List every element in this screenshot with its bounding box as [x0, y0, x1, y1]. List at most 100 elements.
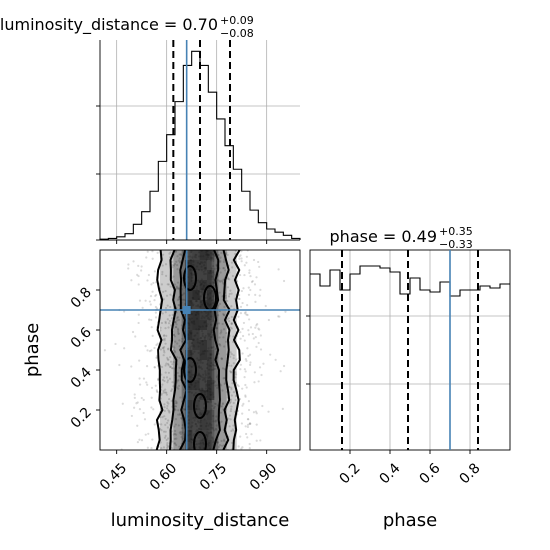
scatter-point: [197, 366, 200, 369]
scatter-point: [142, 411, 145, 415]
scatter-point: [161, 378, 165, 382]
scatter-point: [250, 280, 254, 284]
scatter-point: [230, 441, 234, 445]
scatter-point: [208, 447, 212, 450]
scatter-point: [251, 332, 254, 336]
scatter-point: [210, 315, 213, 318]
scatter-point: [209, 282, 212, 285]
contour-island: [183, 265, 197, 291]
scatter-point: [212, 271, 215, 274]
scatter-point: [262, 362, 265, 365]
density-block: [185, 330, 193, 340]
scatter-point: [160, 365, 164, 369]
scatter-point: [255, 324, 258, 327]
density-block: [185, 440, 193, 450]
scatter-point: [197, 427, 201, 430]
scatter-point: [162, 430, 166, 433]
scatter-point: [247, 400, 250, 403]
scatter-point: [199, 336, 203, 339]
density-block: [192, 440, 200, 450]
scatter-point: [190, 344, 193, 348]
scatter-point: [213, 402, 217, 405]
density-block: [199, 370, 207, 380]
scatter-point: [205, 366, 209, 370]
scatter-point: [240, 257, 243, 260]
scatter-point: [207, 311, 210, 314]
scatter-point: [247, 293, 251, 296]
scatter-point: [229, 355, 232, 358]
scatter-point: [230, 322, 233, 326]
scatter-point: [209, 387, 212, 391]
scatter-point: [204, 390, 207, 393]
scatter-point: [210, 323, 213, 326]
scatter-point: [166, 421, 169, 425]
scatter-point: [170, 389, 173, 393]
scatter-point: [201, 388, 204, 391]
scatter-point: [237, 315, 240, 318]
scatter-point: [279, 370, 282, 373]
scatter-point: [201, 340, 204, 343]
scatter-point: [223, 345, 226, 348]
scatter-point: [154, 316, 158, 319]
scatter-point: [190, 341, 193, 344]
scatter-point: [230, 386, 233, 389]
scatter-point: [222, 336, 225, 339]
scatter-point: [138, 438, 141, 441]
scatter-point: [137, 283, 140, 286]
scatter-point: [127, 263, 130, 266]
scatter-point: [257, 260, 260, 264]
scatter-point: [206, 256, 209, 259]
scatter-point: [174, 405, 177, 408]
scatter-point: [209, 256, 213, 259]
scatter-point: [191, 438, 194, 441]
scatter-point: [203, 264, 206, 267]
scatter-point: [217, 445, 221, 449]
scatter-point: [173, 264, 176, 267]
contour-island: [193, 393, 207, 419]
scatter-point: [199, 337, 202, 340]
scatter-point: [180, 417, 183, 420]
scatter-point: [181, 427, 184, 430]
scatter-point: [238, 255, 241, 258]
scatter-point: [121, 402, 124, 405]
scatter-point: [243, 376, 246, 379]
scatter-point: [155, 343, 158, 347]
scatter-point: [204, 269, 207, 272]
scatter-point: [218, 343, 221, 346]
scatter-point: [203, 350, 206, 353]
scatter-point: [213, 407, 216, 410]
scatter-point: [189, 300, 192, 303]
scatter-point: [164, 306, 168, 310]
scatter-point: [206, 400, 209, 403]
scatter-point: [191, 296, 195, 300]
scatter-point: [168, 377, 172, 380]
scatter-point: [230, 322, 234, 325]
scatter-point: [192, 344, 195, 347]
scatter-point: [206, 431, 209, 434]
scatter-point: [255, 345, 258, 348]
phase-hist-frame: [309, 249, 511, 451]
scatter-point: [166, 407, 169, 410]
scatter-point: [135, 402, 138, 405]
scatter-point: [206, 293, 210, 296]
scatter-point: [175, 326, 178, 329]
phase-title: phase = 0.49: [330, 227, 437, 246]
scatter-point: [260, 373, 263, 377]
scatter-point: [223, 376, 226, 380]
scatter-point: [213, 364, 217, 367]
scatter-point: [183, 408, 187, 411]
density-block: [207, 330, 215, 340]
scatter-point: [190, 441, 193, 444]
scatter-point: [241, 404, 244, 407]
scatter-point: [198, 447, 202, 450]
scatter-point: [181, 437, 184, 440]
joint-ytick-label: 0.2: [68, 405, 95, 432]
scatter-point: [216, 441, 219, 444]
scatter-point: [188, 386, 191, 389]
scatter-point: [229, 398, 233, 401]
scatter-point: [165, 393, 168, 396]
scatter-point: [229, 371, 232, 374]
scatter-point: [258, 366, 262, 369]
scatter-point: [167, 364, 170, 367]
density-block: [185, 430, 193, 440]
